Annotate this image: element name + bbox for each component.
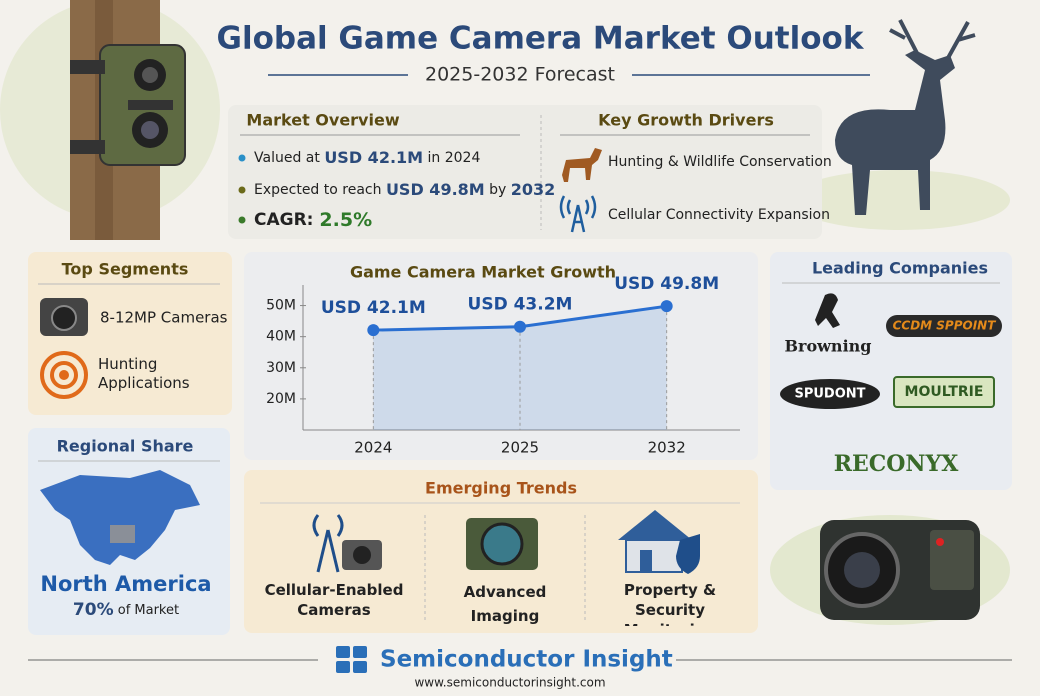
driver-item: Cellular Connectivity Expansion bbox=[608, 207, 830, 223]
tree-camera-illustration bbox=[0, 0, 220, 240]
cellular-camera-icon bbox=[312, 514, 382, 573]
section-heading: Market Overview bbox=[246, 111, 399, 130]
section-heading: Top Segments bbox=[62, 260, 189, 279]
panel bbox=[28, 252, 232, 415]
section-heading: Key Growth Drivers bbox=[598, 111, 774, 130]
section-heading: Regional Share bbox=[57, 437, 194, 456]
point bbox=[514, 320, 526, 333]
camera-illustration bbox=[770, 515, 1010, 625]
region-share: 70% of Market bbox=[73, 600, 179, 620]
camera-icon bbox=[51, 305, 77, 331]
company-badge bbox=[886, 315, 1002, 337]
value-label: USD 49.8M bbox=[614, 274, 719, 294]
chart-title: Game Camera Market Growth bbox=[350, 263, 616, 282]
text: by bbox=[485, 182, 511, 198]
text: of Market bbox=[114, 603, 179, 618]
y-tick-label: 20M bbox=[266, 391, 296, 407]
company: RECONYX bbox=[834, 451, 960, 477]
house-icon bbox=[618, 510, 700, 574]
chart: 20M 30M 40M 50M 2024 2025 2032 USD 42.1M USD 43.… bbox=[266, 274, 740, 457]
value-label: USD 42.1M bbox=[321, 298, 426, 318]
trend-item: Advanced Imaging bbox=[463, 583, 547, 625]
x-tick-label: 2025 bbox=[501, 439, 539, 457]
map-highlight bbox=[110, 525, 135, 543]
deer-illustration bbox=[790, 19, 1010, 230]
url: www.semiconductorinsight.com bbox=[414, 676, 605, 690]
point bbox=[660, 300, 673, 313]
point bbox=[367, 324, 380, 337]
company: Browning bbox=[785, 337, 872, 356]
area bbox=[373, 306, 667, 430]
bullet bbox=[238, 186, 246, 194]
map bbox=[40, 470, 200, 565]
deer-icon bbox=[562, 148, 602, 182]
company-badge bbox=[780, 379, 880, 409]
bullet bbox=[238, 216, 246, 224]
overview-item: CAGR: 2.5% bbox=[254, 209, 372, 231]
x-tick-label: 2032 bbox=[648, 439, 686, 457]
text: CAGR: bbox=[254, 210, 319, 230]
text: USD 42.1M bbox=[324, 148, 423, 167]
segment-item: Hunting Applications bbox=[98, 355, 190, 392]
title: Global Game Camera Market Outlook bbox=[217, 21, 865, 57]
value-label: USD 43.2M bbox=[468, 295, 573, 315]
trend-item-box: Advanced Imaging bbox=[463, 583, 547, 625]
panel bbox=[228, 105, 822, 239]
imaging-icon bbox=[466, 518, 538, 570]
region-name: North America bbox=[40, 572, 211, 596]
driver-item: Hunting & Wildlife Conservation bbox=[608, 154, 832, 170]
company: CCDM SPPOINT bbox=[893, 319, 997, 333]
section-heading: Leading Companies bbox=[812, 259, 988, 278]
text: 2.5% bbox=[319, 209, 372, 231]
text: in 2024 bbox=[423, 150, 480, 166]
overview-item: Valued at USD 42.1M in 2024 bbox=[254, 148, 480, 167]
company: SPUDONT bbox=[794, 387, 865, 402]
tower-icon bbox=[559, 195, 597, 233]
trend-item: Cellular-Enabled Cameras bbox=[264, 581, 404, 619]
company-badge bbox=[893, 376, 995, 408]
text: USD 49.8M bbox=[386, 180, 485, 199]
segment-item: 8-12MP Cameras bbox=[100, 309, 228, 327]
x-tick-label: 2024 bbox=[354, 439, 392, 457]
section-heading: Emerging Trends bbox=[425, 479, 577, 498]
subtitle: 2025-2032 Forecast bbox=[425, 64, 615, 86]
text: 2032 bbox=[511, 180, 556, 199]
brand: Semiconductor Insight bbox=[380, 647, 673, 673]
trend-item-box: Cellular-Enabled Cameras bbox=[264, 581, 404, 619]
y-tick-label: 30M bbox=[266, 360, 296, 376]
panel bbox=[244, 252, 758, 460]
text: Expected to reach bbox=[254, 182, 386, 198]
y-tick-label: 50M bbox=[266, 298, 296, 314]
browning-logo bbox=[815, 293, 840, 328]
text: 70% bbox=[73, 600, 114, 620]
overview-item: Expected to reach USD 49.8M by 2032 bbox=[254, 180, 555, 199]
target-icon bbox=[40, 351, 88, 399]
brand-logo bbox=[336, 646, 367, 673]
trend-item: Property & Security Monitoring bbox=[623, 581, 717, 626]
trend-item-box: Property & Security Monitoring bbox=[623, 581, 717, 626]
y-tick-label: 40M bbox=[266, 329, 296, 345]
text: Valued at bbox=[254, 150, 324, 166]
segment-item-box: Hunting Applications bbox=[98, 355, 190, 392]
company: MOULTRIE bbox=[905, 384, 984, 400]
bullet bbox=[238, 154, 246, 162]
